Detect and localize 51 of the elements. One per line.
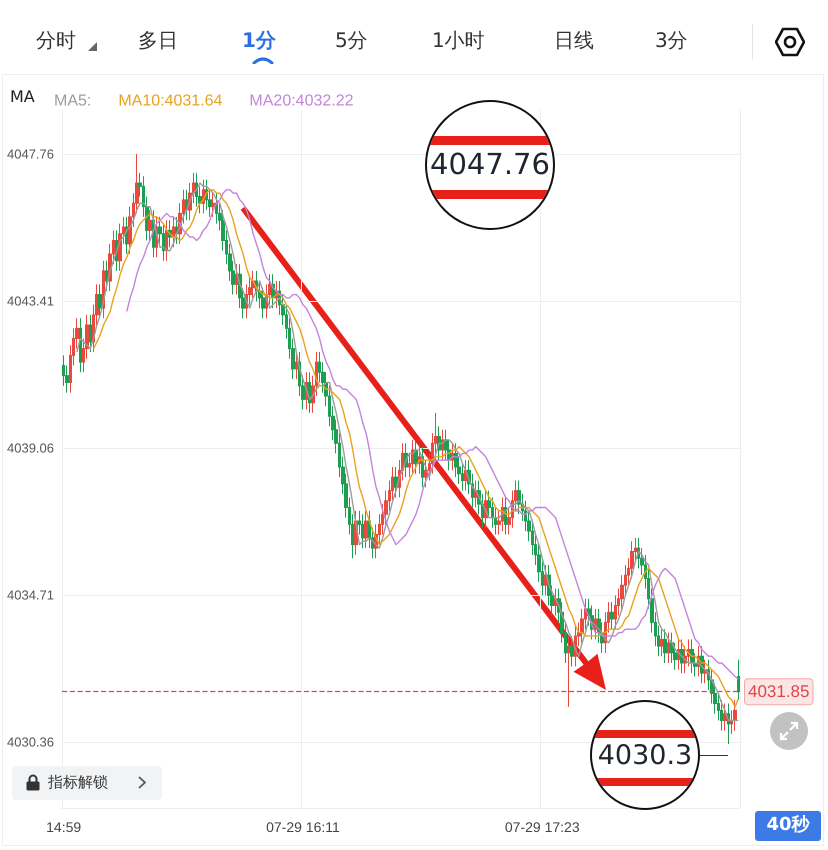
text: 3分 [655,28,688,52]
candlestick [570,635,574,667]
candlestick [663,628,667,664]
candlestick [235,264,238,296]
annotation: 4030.3 [596,740,694,771]
text: 40秒 [765,814,811,835]
annotation: 指标解锁 [48,773,108,791]
y-tick-label: 4039.06 [7,440,54,456]
text: 多日 [138,28,178,52]
candlestick [411,439,414,474]
candlestick [667,632,670,664]
candlestick [172,216,175,248]
candlestick [441,429,444,461]
candlestick [394,466,398,498]
candlestick [165,220,168,262]
text: 分时 [36,28,76,52]
text: 日线 [554,28,594,52]
text: MA5: [54,92,92,110]
text: MA10:4031.64 [118,92,223,110]
candlestick [361,514,365,549]
candlestick [185,189,188,221]
candlestick [414,439,418,474]
annotation: 4047.76 [429,147,551,181]
text: 5分 [335,28,368,52]
candlestick [594,608,597,640]
candlestick [737,659,740,701]
candlestick [544,564,547,596]
candlestick [364,510,368,549]
candlestick [79,318,82,373]
candlestick [610,602,614,630]
y-tick-label: 4047.76 [7,146,54,162]
y-tick-label: 4030.36 [7,734,54,750]
y-tick-label: 4034.71 [7,588,54,603]
candlestick [723,703,727,732]
x-tick-label: 07-29 16:11 [266,819,340,835]
x-tick-label: 07-29 17:23 [504,819,580,835]
text: 1分 [242,28,276,52]
text: 1小时 [432,28,485,52]
candlestick [660,628,664,657]
candlestick [211,192,215,218]
candlestick [148,210,152,241]
candlestick [89,314,92,353]
x-tick-label: 14:59 [46,819,82,835]
candlestick [733,700,737,732]
candlestick [175,216,178,244]
candlestick [677,638,680,670]
text: MA [10,87,35,106]
y-tick-label: 4043.41 [7,293,54,308]
candlestick [727,703,730,745]
ref-line-label: 4031.85 [748,682,810,702]
text: MA20:4032.22 [249,92,354,110]
